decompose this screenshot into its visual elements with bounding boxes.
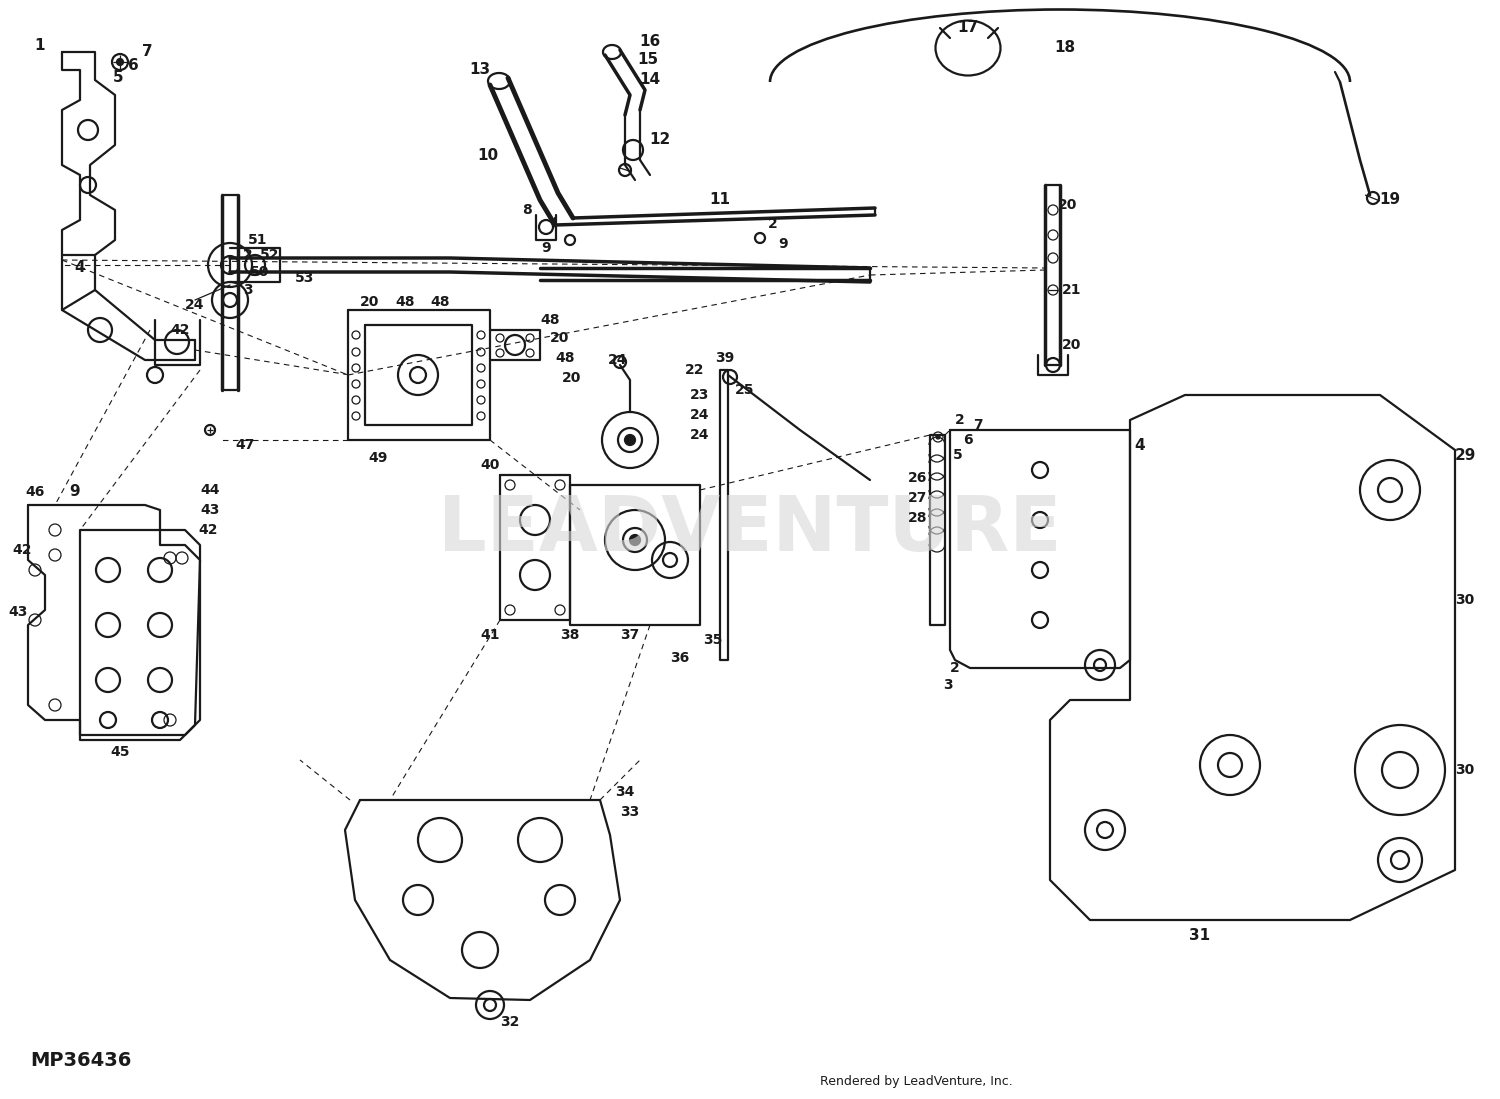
Text: 30: 30 [1455,593,1474,607]
Text: 2: 2 [768,217,778,231]
Text: 5: 5 [112,70,123,86]
Text: 17: 17 [957,21,978,35]
Text: 13: 13 [470,63,490,78]
Text: 42: 42 [170,323,189,337]
Text: 3: 3 [243,284,254,297]
Text: 48: 48 [555,351,574,365]
Circle shape [626,435,634,445]
Text: 9: 9 [69,485,81,500]
Text: 50: 50 [251,265,270,279]
Text: 42: 42 [198,523,217,537]
Text: 20: 20 [1059,198,1077,212]
Text: 24: 24 [609,353,627,367]
Text: 4: 4 [75,260,86,276]
Text: 2: 2 [950,660,960,675]
Text: 43: 43 [201,503,219,517]
Text: 31: 31 [1190,928,1210,943]
Text: 20: 20 [360,295,380,309]
Text: 39: 39 [716,351,735,365]
Text: 38: 38 [561,628,579,642]
Text: 6: 6 [128,57,138,73]
Text: 30: 30 [1455,763,1474,777]
Text: 9: 9 [542,241,550,255]
Text: 52: 52 [261,248,279,262]
Text: 21: 21 [1062,284,1082,297]
Text: 37: 37 [621,628,639,642]
Text: 42: 42 [12,543,32,557]
Text: 10: 10 [477,147,498,163]
Text: 9: 9 [778,237,788,251]
Text: 20: 20 [562,371,582,385]
Text: 8: 8 [522,203,532,217]
Text: 7: 7 [141,44,153,59]
Text: 2: 2 [956,413,964,428]
Text: 16: 16 [639,34,660,49]
Text: 45: 45 [111,745,129,759]
Text: 34: 34 [615,785,634,799]
Text: 53: 53 [296,271,315,285]
Text: 26: 26 [909,471,927,485]
Text: 20: 20 [1062,338,1082,352]
Text: 22: 22 [686,363,705,377]
Text: 32: 32 [501,1015,519,1029]
Circle shape [936,435,940,439]
Text: 35: 35 [704,633,723,647]
Text: 23: 23 [690,388,709,402]
Text: 14: 14 [639,73,660,88]
Text: 4: 4 [1134,437,1146,453]
Text: 33: 33 [621,804,639,819]
Text: 12: 12 [650,133,670,147]
Text: 43: 43 [9,606,27,619]
Text: 24: 24 [690,408,709,422]
Text: 15: 15 [638,53,658,67]
Text: 48: 48 [540,313,560,328]
Text: 25: 25 [735,382,754,397]
Text: 7: 7 [974,418,982,432]
Text: 47: 47 [236,439,255,452]
Text: 44: 44 [201,482,219,497]
Text: 24: 24 [690,428,709,442]
Text: 51: 51 [249,233,267,247]
Text: 5: 5 [952,448,963,462]
Text: 36: 36 [670,651,690,665]
Text: MP36436: MP36436 [30,1051,132,1069]
Text: 2: 2 [243,248,254,262]
Text: 46: 46 [26,485,45,499]
Text: 11: 11 [710,192,730,208]
Text: 41: 41 [480,628,500,642]
Circle shape [117,59,123,65]
Text: 6: 6 [963,433,974,447]
Circle shape [630,535,640,545]
Text: 3: 3 [944,678,952,692]
Text: LEADVENTURE: LEADVENTURE [438,493,1062,567]
Text: 49: 49 [369,451,387,465]
Text: 28: 28 [908,511,927,525]
Text: 48: 48 [396,295,414,309]
Text: 24: 24 [186,298,204,312]
Text: 48: 48 [430,295,450,309]
Text: 1: 1 [34,37,45,53]
Text: 27: 27 [909,491,927,506]
Text: 40: 40 [480,458,500,471]
Text: Rendered by LeadVenture, Inc.: Rendered by LeadVenture, Inc. [821,1076,1013,1088]
Text: 29: 29 [1455,447,1476,463]
Text: 20: 20 [550,331,570,345]
Text: 19: 19 [1380,192,1401,208]
Text: 18: 18 [1054,41,1076,56]
